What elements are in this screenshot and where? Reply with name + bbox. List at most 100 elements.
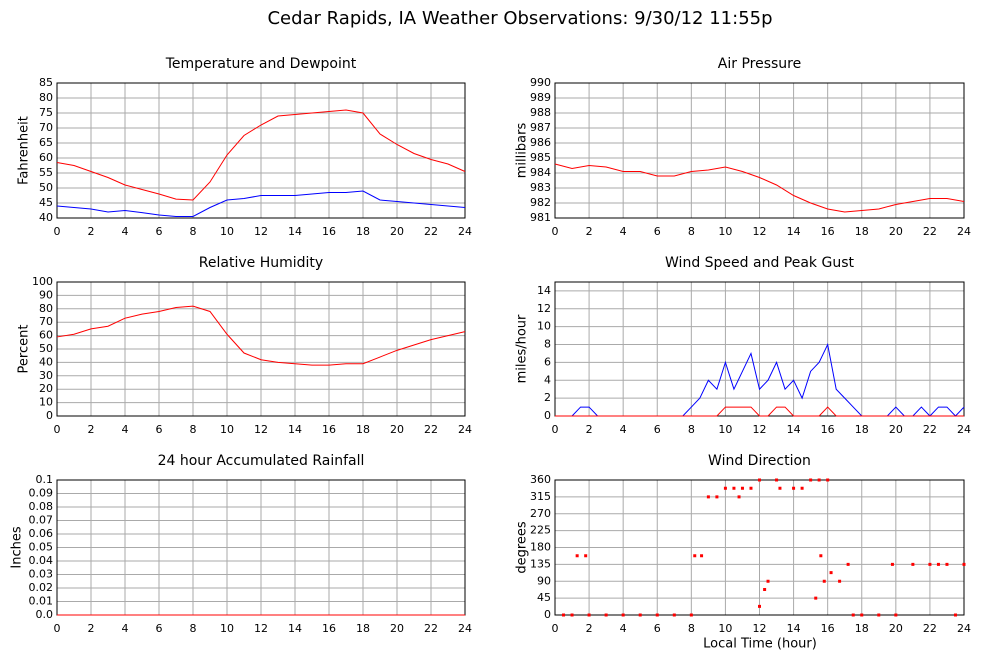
x-tick-label: 6 — [654, 423, 661, 436]
x-tick-label: 22 — [424, 423, 438, 436]
y-tick-label: 60 — [39, 329, 53, 342]
y-tick-label: 30 — [39, 369, 53, 382]
y-tick-label: 85 — [39, 76, 53, 89]
x-tick-label: 12 — [254, 622, 268, 635]
x-tick-label: 12 — [254, 423, 268, 436]
y-tick-label: 988 — [530, 106, 551, 119]
y-tick-label: 982 — [530, 196, 551, 209]
y-tick-label: 0.03 — [29, 568, 54, 581]
y-tick-label: 0.01 — [29, 595, 54, 608]
x-tick-label: 10 — [220, 225, 234, 238]
x-tick-label: 8 — [190, 622, 197, 635]
y-tick-label: 80 — [39, 302, 53, 315]
x-tick-label: 24 — [957, 622, 971, 635]
x-tick-label: 16 — [821, 423, 835, 436]
point — [723, 486, 727, 490]
y-tick-label: 70 — [39, 315, 53, 328]
y-tick-label: 60 — [39, 151, 53, 164]
y-tick-label: 10 — [39, 396, 53, 409]
x-tick-label: 20 — [889, 225, 903, 238]
x-tick-label: 2 — [88, 423, 95, 436]
x-tick-label: 4 — [122, 423, 129, 436]
x-tick-label: 22 — [424, 225, 438, 238]
point — [800, 486, 804, 490]
point — [749, 486, 753, 490]
y-tick-label: 225 — [530, 524, 551, 537]
point — [693, 554, 697, 558]
x-tick-label: 16 — [322, 622, 336, 635]
y-tick-label: 360 — [530, 473, 551, 486]
y-tick-label: 990 — [530, 76, 551, 89]
x-tick-label: 14 — [288, 622, 302, 635]
y-tick-label: 2 — [544, 391, 551, 404]
x-tick-label: 10 — [718, 622, 732, 635]
x-tick-label: 0 — [54, 622, 61, 635]
y-tick-label: 0.04 — [29, 554, 54, 567]
point — [792, 486, 796, 490]
y-tick-label: 989 — [530, 91, 551, 104]
point — [575, 554, 579, 558]
point — [851, 613, 855, 617]
point — [809, 478, 813, 482]
y-tick-label: 0 — [46, 409, 53, 422]
chart-title: Wind Direction — [708, 453, 811, 469]
point — [706, 495, 710, 499]
point — [584, 554, 588, 558]
x-tick-label: 2 — [88, 622, 95, 635]
chart-title: Temperature and Dewpoint — [165, 56, 357, 72]
point — [814, 596, 818, 600]
x-tick-label: 20 — [390, 225, 404, 238]
x-tick-label: 8 — [688, 622, 695, 635]
point — [838, 579, 842, 583]
x-tick-label: 2 — [586, 225, 593, 238]
point — [928, 562, 932, 566]
y-tick-label: 0.09 — [29, 487, 54, 500]
y-axis-label: Fahrenheit — [17, 116, 32, 185]
y-tick-label: 985 — [530, 151, 551, 164]
y-tick-label: 987 — [530, 121, 551, 134]
point — [715, 495, 719, 499]
x-tick-label: 12 — [254, 225, 268, 238]
x-tick-label: 18 — [356, 423, 370, 436]
y-tick-label: 0.06 — [29, 527, 54, 540]
plot-frame — [56, 82, 466, 219]
plot-frame — [56, 281, 466, 417]
x-tick-label: 16 — [821, 225, 835, 238]
y-tick-label: 45 — [39, 196, 53, 209]
point — [877, 613, 881, 617]
y-tick-label: 315 — [530, 490, 551, 503]
x-tick-label: 14 — [288, 225, 302, 238]
y-tick-label: 40 — [39, 355, 53, 368]
x-tick-label: 16 — [322, 423, 336, 436]
point — [846, 562, 850, 566]
point — [758, 604, 761, 608]
x-tick-label: 0 — [54, 225, 61, 238]
y-axis-label: Percent — [17, 325, 32, 374]
x-tick-label: 22 — [923, 225, 937, 238]
x-tick-label: 8 — [190, 423, 197, 436]
y-tick-label: 14 — [537, 284, 551, 297]
y-axis-label: millibars — [515, 123, 530, 179]
chart-title: 24 hour Accumulated Rainfall — [158, 453, 365, 469]
x-tick-label: 16 — [322, 225, 336, 238]
chart-title: Relative Humidity — [199, 255, 323, 271]
x-tick-label: 8 — [688, 423, 695, 436]
x-tick-label: 0 — [54, 423, 61, 436]
x-tick-label: 0 — [552, 622, 559, 635]
y-tick-label: 75 — [39, 106, 53, 119]
x-tick-label: 16 — [821, 622, 835, 635]
y-tick-label: 0.05 — [29, 541, 54, 554]
x-tick-label: 10 — [220, 622, 234, 635]
point — [570, 613, 574, 617]
x-tick-label: 18 — [356, 225, 370, 238]
y-tick-label: 50 — [39, 181, 53, 194]
point — [689, 613, 693, 617]
x-tick-label: 2 — [88, 225, 95, 238]
point — [737, 495, 741, 499]
y-tick-label: 0.08 — [29, 500, 54, 513]
x-tick-label: 20 — [390, 622, 404, 635]
x-tick-label: 8 — [190, 225, 197, 238]
y-tick-label: 4 — [544, 373, 551, 386]
series-line — [56, 190, 466, 217]
